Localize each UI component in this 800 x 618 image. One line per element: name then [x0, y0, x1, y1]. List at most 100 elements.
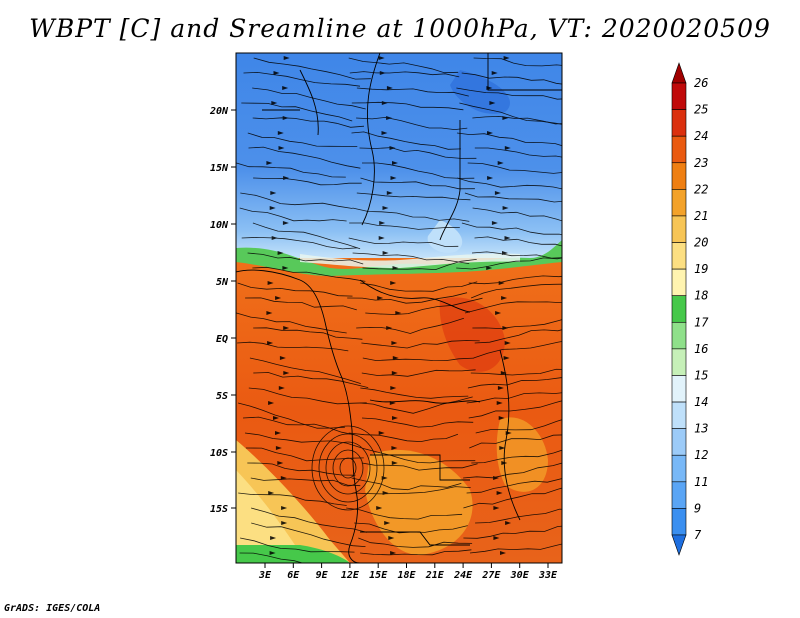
streamline-arrow	[281, 521, 288, 525]
streamline-arrow	[390, 281, 397, 285]
streamline	[237, 282, 353, 297]
streamline-arrow	[282, 221, 289, 225]
lon-tick-label: 18E	[397, 570, 416, 581]
streamline-arrow	[493, 506, 500, 510]
streamline-field	[236, 56, 562, 563]
colorbar: 7 9 11 12 13 14 15 16 17 18 19 20 21 22 23 24 25 26	[671, 62, 709, 556]
streamline	[356, 87, 469, 97]
streamline-arrow	[487, 131, 493, 135]
colorbar-label: 15	[694, 368, 708, 382]
border-line	[369, 399, 481, 404]
streamline	[245, 297, 357, 311]
streamline-arrow	[378, 236, 385, 240]
streamline-arrow	[377, 296, 384, 300]
streamline	[456, 87, 562, 100]
streamline-arrow	[271, 236, 278, 240]
lat-tick-label: 15N	[210, 163, 229, 174]
border-line	[361, 53, 381, 226]
colorbar-label: 12	[694, 448, 708, 462]
streamline-arrow	[392, 161, 398, 165]
lat-tick-label: 10S	[210, 448, 228, 459]
streamline	[241, 236, 358, 250]
colorbar-segment	[671, 401, 687, 429]
streamline	[365, 297, 483, 315]
streamline-arrow	[382, 491, 389, 495]
streamline	[360, 177, 475, 190]
lon-tick-label: 30E	[510, 570, 530, 581]
streamline	[356, 116, 468, 131]
streamline	[352, 207, 470, 222]
lon-tick-label: 12E	[341, 570, 360, 581]
streamline-arrow	[395, 311, 402, 315]
streamline-arrow	[282, 86, 289, 90]
streamline	[247, 252, 364, 265]
colorbar-segment	[671, 348, 687, 376]
streamline	[362, 357, 475, 362]
streamline-arrow	[498, 416, 505, 420]
streamline-arrow	[499, 446, 506, 450]
lon-tick-label: 33E	[538, 570, 558, 581]
streamline	[362, 162, 475, 179]
streamline-arrow	[282, 266, 289, 270]
streamline-arrow	[386, 191, 393, 195]
colorbar-segment	[671, 189, 687, 217]
streamline-arrow	[379, 71, 386, 75]
streamline	[248, 146, 361, 169]
colorbar-label: 16	[694, 342, 708, 356]
streamline-arrow	[269, 206, 276, 210]
atlantic-green-region	[236, 545, 350, 563]
streamline-arrow	[376, 506, 383, 510]
lon-tick-label: 15E	[369, 570, 388, 581]
streamline	[361, 417, 474, 428]
streamline	[348, 237, 459, 247]
streamline	[463, 487, 562, 509]
lon-tick-label: 27E	[481, 570, 501, 581]
border-line	[370, 454, 470, 481]
colorbar-segment	[671, 242, 687, 270]
streamline-arrow	[500, 371, 507, 375]
streamline-arrow	[280, 476, 287, 480]
streamline	[236, 162, 346, 178]
streamline-arrow	[270, 191, 277, 195]
streamline-arrow	[275, 431, 281, 435]
streamline	[252, 117, 365, 128]
colorbar-segment	[671, 428, 687, 456]
streamline	[356, 192, 471, 201]
streamline-arrow	[382, 251, 389, 255]
streamline	[240, 192, 353, 209]
colorbar-bottom-arrow	[671, 534, 687, 556]
streamline-arrow	[495, 311, 502, 315]
streamline	[473, 341, 562, 359]
colorbar-label: 25	[694, 103, 708, 117]
streamline	[253, 177, 362, 186]
lat-tick-label: EQ	[216, 334, 228, 345]
border-line	[439, 120, 461, 241]
streamline-arrow	[505, 521, 512, 525]
streamline-vortex	[339, 457, 357, 479]
streamline-arrow	[390, 176, 397, 180]
streamline-arrow	[283, 56, 290, 60]
streamline	[359, 147, 477, 159]
streamline	[247, 132, 358, 147]
lon-tick-label: 6E	[287, 570, 300, 581]
streamline-arrow	[390, 386, 397, 390]
pale-transition-band	[300, 253, 520, 268]
lat-tick-label: 20N	[209, 106, 229, 117]
streamline	[241, 102, 353, 122]
streamline-arrow	[283, 176, 290, 180]
streamline-arrow	[266, 161, 273, 165]
streamline	[352, 486, 471, 495]
streamline-arrow	[270, 536, 277, 540]
border-line	[487, 53, 562, 91]
streamline	[466, 478, 562, 494]
streamline	[360, 387, 469, 399]
streamline-arrow	[504, 146, 511, 150]
colorbar-label: 13	[694, 422, 708, 436]
streamline	[456, 177, 562, 190]
streamline	[469, 543, 562, 554]
streamline-arrow	[275, 446, 282, 450]
lat-tick-label: 5S	[216, 391, 228, 402]
streamline	[361, 340, 480, 349]
streamline	[252, 266, 366, 282]
streamline-arrow	[392, 356, 399, 360]
